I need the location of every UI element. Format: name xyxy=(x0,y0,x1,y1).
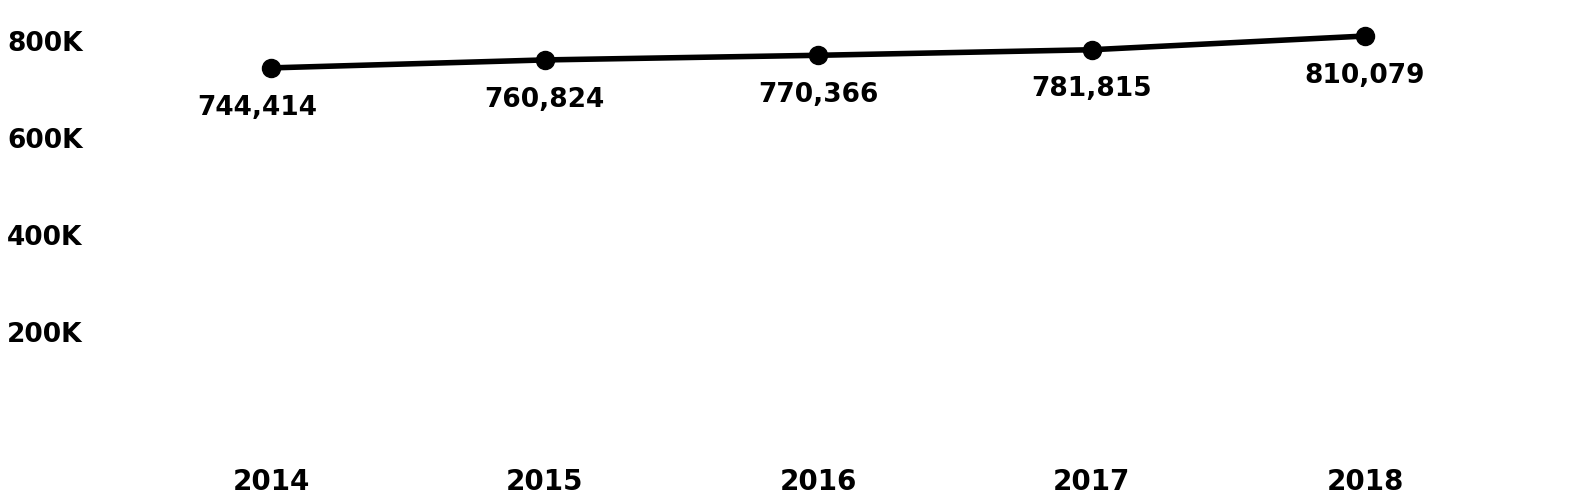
Text: 781,815: 781,815 xyxy=(1031,76,1151,103)
Text: 770,366: 770,366 xyxy=(759,82,878,108)
Text: 744,414: 744,414 xyxy=(197,95,317,121)
Text: 760,824: 760,824 xyxy=(484,87,606,113)
Text: 810,079: 810,079 xyxy=(1304,63,1426,89)
